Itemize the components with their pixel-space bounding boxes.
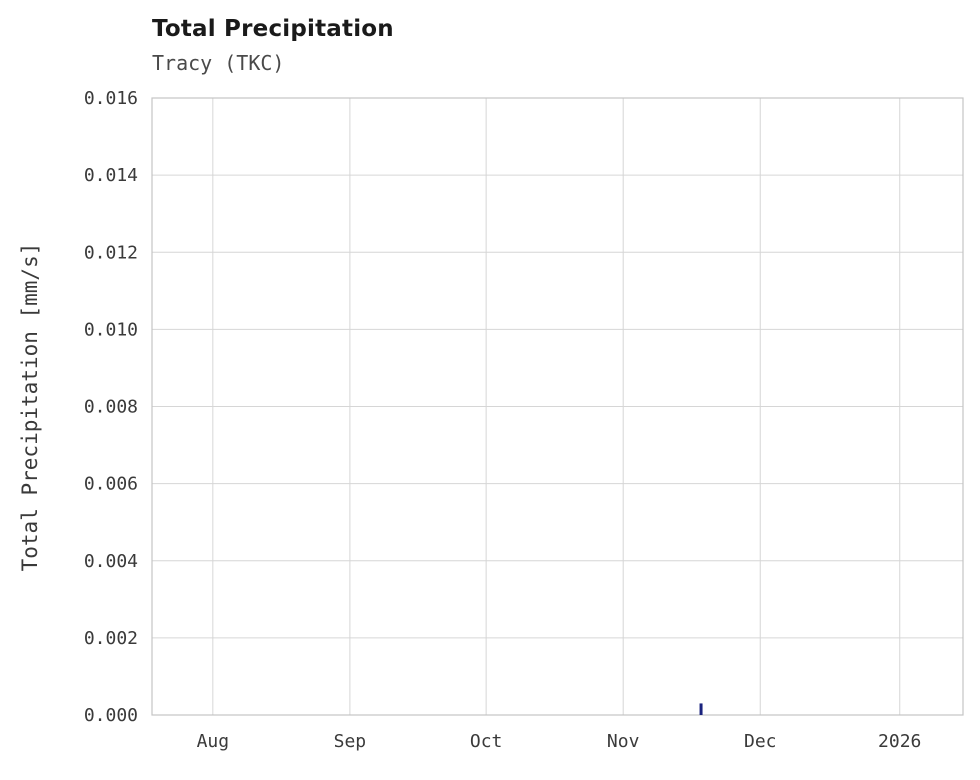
chart-subtitle: Tracy (TKC)	[152, 51, 285, 75]
chart-title: Total Precipitation	[152, 16, 394, 42]
y-tick-label: 0.010	[84, 319, 138, 340]
y-tick-label: 0.006	[84, 474, 138, 495]
x-tick-label: Nov	[607, 731, 640, 752]
x-tick-label: Dec	[744, 731, 777, 752]
x-tick-label: Sep	[334, 731, 367, 752]
y-tick-label: 0.008	[84, 397, 138, 418]
y-tick-label: 0.004	[84, 551, 138, 572]
x-tick-label: 2026	[878, 731, 921, 752]
plot-border	[151, 97, 964, 716]
x-tick-label: Aug	[197, 731, 230, 752]
y-tick-label: 0.002	[84, 628, 138, 649]
precipitation-bar	[699, 703, 703, 715]
y-tick-label: 0.000	[84, 705, 138, 726]
x-tick-label: Oct	[470, 731, 503, 752]
y-tick-label: 0.016	[84, 88, 138, 109]
y-tick-label: 0.012	[84, 242, 138, 263]
y-tick-label: 0.014	[84, 165, 138, 186]
